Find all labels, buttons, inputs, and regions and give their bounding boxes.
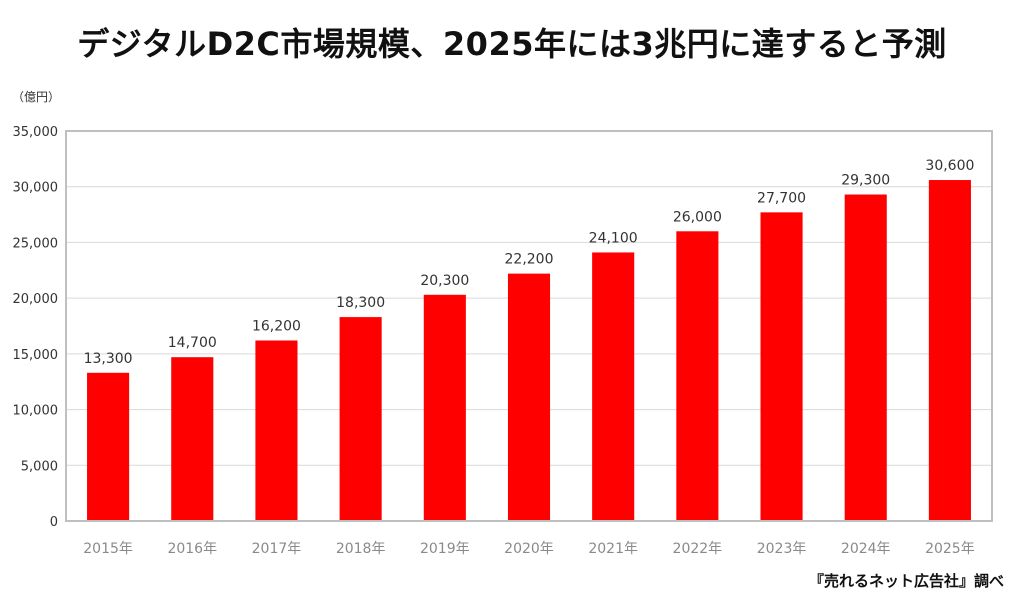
- y-tick-label: 15,000: [13, 348, 59, 363]
- bar: [844, 194, 887, 521]
- bar: [171, 357, 214, 521]
- bar: [87, 372, 130, 521]
- x-tick-label: 2025年: [925, 541, 975, 557]
- data-label: 20,300: [420, 273, 469, 289]
- data-label: 16,200: [252, 318, 301, 334]
- y-tick-label: 35,000: [13, 125, 59, 140]
- bar: [592, 252, 635, 521]
- x-tick-label: 2024年: [841, 541, 891, 557]
- x-tick-label: 2015年: [83, 541, 133, 557]
- data-label: 22,200: [505, 252, 554, 268]
- bar: [507, 273, 551, 521]
- data-label: 27,700: [757, 190, 806, 206]
- data-label: 14,700: [168, 335, 217, 351]
- bar: [339, 317, 382, 521]
- data-label: 26,000: [673, 209, 722, 225]
- plot-frame: [65, 130, 993, 522]
- x-tick-label: 2017年: [252, 541, 302, 557]
- x-tick-label: 2020年: [504, 541, 554, 557]
- data-labels: 13,300 14,700 16,200 18,300 20,300 22,200 24,1…: [84, 158, 975, 367]
- bar: [255, 340, 298, 521]
- data-label: 30,600: [925, 158, 974, 174]
- chart-title: デジタルD2C市場規模、2025年には3兆円に達すると予測: [77, 25, 947, 63]
- data-label: 18,300: [336, 295, 385, 311]
- bar: [423, 294, 466, 521]
- x-axis-ticks: 2015年 2016年 2017年 2018年 2019年 2020年 2021年 2022年…: [83, 541, 974, 557]
- data-label: 29,300: [841, 173, 890, 189]
- y-tick-label: 10,000: [13, 404, 59, 419]
- x-tick-label: 2018年: [336, 541, 386, 557]
- data-label: 13,300: [84, 351, 133, 367]
- x-tick-label: 2016年: [167, 541, 217, 557]
- y-axis-ticks: 0 5,000 10,000 15,000 20,000 25,000 30,000 35,0…: [13, 125, 59, 530]
- x-tick-label: 2021年: [588, 541, 638, 557]
- data-label: 24,100: [589, 230, 638, 246]
- y-tick-label: 25,000: [13, 236, 59, 251]
- source-note: 『売れるネット広告社』調べ: [808, 572, 1004, 590]
- bar: [676, 231, 719, 522]
- y-axis-unit-label: （億円）: [12, 90, 61, 104]
- y-tick-label: 5,000: [21, 459, 58, 474]
- x-tick-label: 2023年: [757, 541, 807, 557]
- bar: [928, 180, 971, 521]
- x-tick-label: 2022年: [673, 541, 723, 557]
- y-tick-label: 30,000: [13, 181, 59, 196]
- y-tick-label: 0: [50, 515, 58, 530]
- bar: [760, 212, 803, 522]
- x-tick-label: 2019年: [420, 541, 470, 557]
- bars: [87, 180, 971, 522]
- y-tick-label: 20,000: [13, 292, 59, 307]
